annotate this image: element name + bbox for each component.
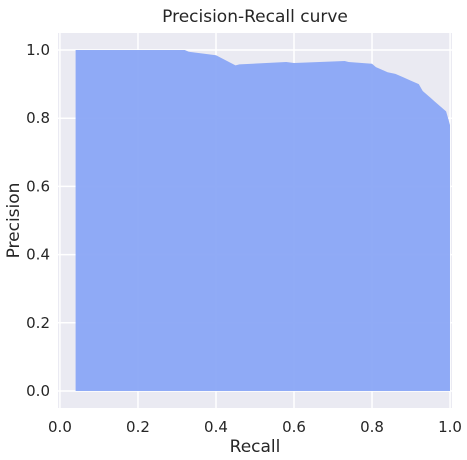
pr-curve-area — [75, 50, 450, 391]
x-axis-label: Recall — [230, 437, 281, 457]
y-tick-labels: 0.0 0.2 0.4 0.6 0.8 1.0 — [26, 41, 50, 400]
y-tick-label: 0.6 — [26, 177, 50, 195]
x-tick-labels: 0.0 0.2 0.4 0.6 0.8 1.0 — [48, 418, 462, 436]
y-tick-label: 1.0 — [26, 41, 50, 59]
x-tick-label: 0.6 — [282, 418, 306, 436]
x-tick-label: 0.4 — [204, 418, 228, 436]
x-tick-label: 1.0 — [438, 418, 462, 436]
y-tick-label: 0.0 — [26, 382, 50, 400]
x-tick-label: 0.2 — [126, 418, 150, 436]
x-tick-label: 0.8 — [360, 418, 384, 436]
chart-title: Precision-Recall curve — [162, 7, 348, 27]
x-tick-label: 0.0 — [48, 418, 72, 436]
y-tick-label: 0.8 — [26, 109, 50, 127]
y-tick-label: 0.4 — [26, 246, 50, 264]
y-axis-label: Precision — [4, 183, 24, 259]
y-tick-label: 0.2 — [26, 314, 50, 332]
